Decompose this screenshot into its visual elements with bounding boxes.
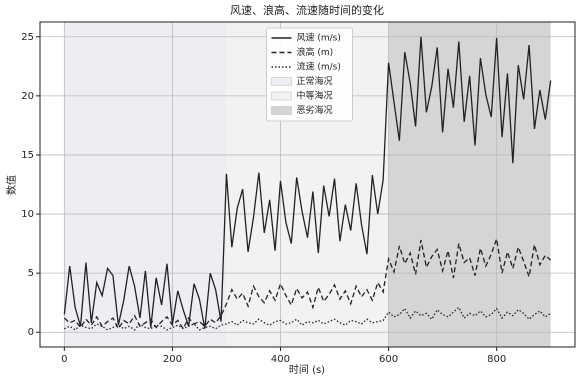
legend-swatch — [271, 91, 292, 101]
series-line — [63, 238, 552, 330]
series-line — [64, 306, 552, 331]
x-axis-label: 时间 (s) — [289, 363, 325, 376]
x-tick-label: 600 — [379, 354, 398, 365]
region — [64, 22, 227, 347]
y-axis-label: 数值 — [5, 175, 18, 195]
legend-label: 中等海况 — [297, 90, 333, 102]
plot-frame — [39, 21, 576, 348]
chart-title: 风速、浪高、流速随时间的变化 — [230, 3, 384, 17]
x-tick-label: 200 — [163, 354, 182, 365]
series-line — [63, 36, 552, 329]
x-tick-label: 400 — [271, 354, 290, 365]
legend-label: 风速 (m/s) — [297, 33, 341, 44]
y-tick-label: 0 — [28, 327, 34, 338]
legend-label: 恶劣海况 — [297, 104, 333, 116]
legend-swatch — [271, 106, 292, 115]
x-tick-label: 0 — [61, 354, 67, 365]
legend-swatch — [271, 77, 292, 86]
legend-label: 流速 (m/s) — [297, 61, 341, 73]
y-tick-label: 5 — [28, 268, 34, 279]
y-tick-label: 15 — [21, 150, 34, 161]
legend-label: 浪高 (m) — [297, 46, 334, 58]
y-tick-label: 20 — [21, 91, 34, 102]
legend-label: 正常海况 — [297, 75, 333, 87]
y-tick-label: 10 — [21, 209, 34, 220]
y-tick-label: 25 — [21, 32, 34, 43]
x-tick-label: 800 — [487, 354, 506, 365]
